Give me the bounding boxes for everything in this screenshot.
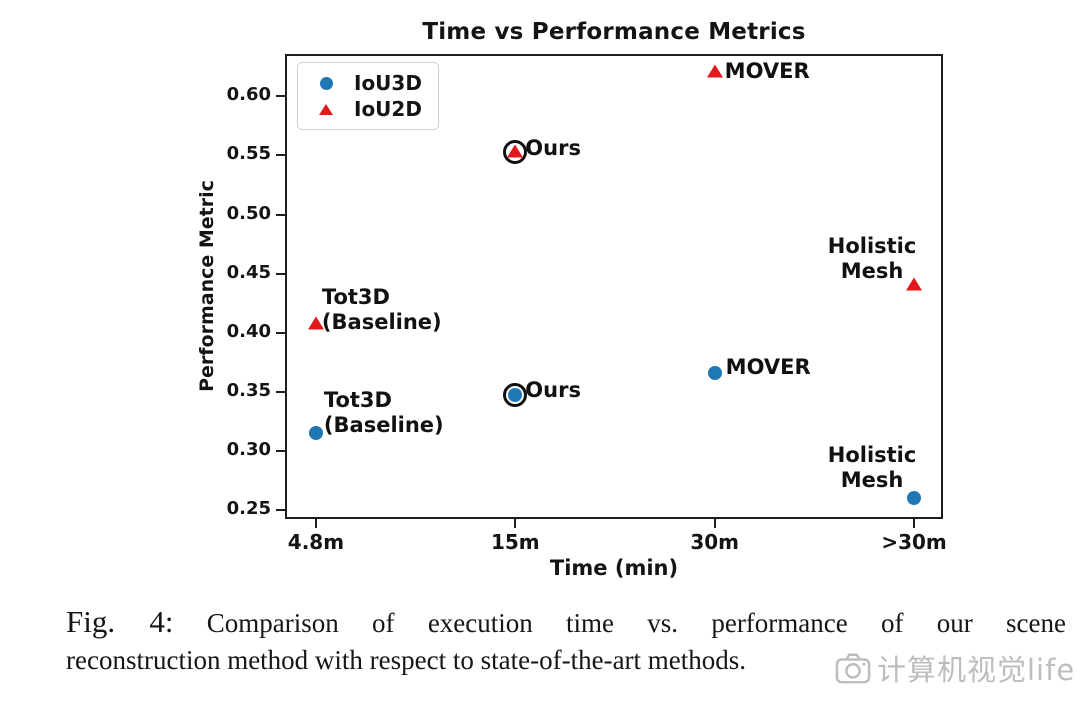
point-label: Tot3D (Baseline) bbox=[321, 285, 442, 335]
figure-caption: Fig. 4: Comparison of execution time vs.… bbox=[66, 604, 1066, 678]
point-label: Ours bbox=[525, 135, 581, 160]
legend: IoU3D IoU2D bbox=[297, 62, 439, 130]
y-tick-mark bbox=[276, 508, 285, 511]
y-tick-mark bbox=[276, 390, 285, 393]
legend-item-iou2d: IoU2D bbox=[306, 96, 422, 122]
point-label: Holistic Mesh bbox=[827, 234, 917, 284]
highlight-ring bbox=[503, 139, 528, 164]
figure-number: Fig. 4: bbox=[66, 604, 174, 639]
data-point-triangle bbox=[906, 277, 923, 291]
x-tick-mark bbox=[713, 519, 716, 528]
x-tick-label: 15m bbox=[490, 530, 540, 554]
y-tick-mark bbox=[276, 154, 285, 157]
y-tick-mark bbox=[276, 213, 285, 216]
y-tick-mark bbox=[276, 272, 285, 275]
data-point-triangle bbox=[307, 316, 324, 330]
legend-circle-icon bbox=[319, 76, 333, 90]
data-point-circle bbox=[508, 388, 523, 403]
data-point-circle bbox=[707, 365, 722, 380]
plot-area: IoU3D IoU2D Tot3D (Baseline) Ours MOVER Holi… bbox=[285, 54, 943, 519]
y-tick-label: 0.40 bbox=[226, 320, 271, 342]
y-tick-label: 0.60 bbox=[226, 84, 271, 106]
legend-marker-cell bbox=[306, 76, 346, 90]
x-tick-label: >30m bbox=[881, 530, 947, 554]
point-label: MOVER bbox=[724, 58, 810, 83]
caption-text-1: Comparison of execution time vs. perform… bbox=[206, 608, 1067, 638]
legend-item-iou3d: IoU3D bbox=[306, 70, 422, 96]
point-label: Tot3D (Baseline) bbox=[323, 387, 444, 437]
data-point-triangle bbox=[706, 64, 723, 78]
x-tick-label: 30m bbox=[690, 530, 739, 554]
y-tick-mark bbox=[276, 449, 285, 452]
y-tick-label: 0.35 bbox=[226, 379, 271, 401]
x-tick-mark bbox=[314, 519, 317, 528]
legend-label: IoU3D bbox=[354, 71, 422, 95]
highlight-ring bbox=[503, 383, 528, 408]
x-tick-label: 4.8m bbox=[287, 530, 345, 554]
caption-line-1: Fig. 4: Comparison of execution time vs.… bbox=[66, 604, 1066, 641]
x-axis-label: Time (min) bbox=[549, 556, 679, 580]
legend-label: IoU2D bbox=[354, 97, 422, 121]
y-tick-label: 0.25 bbox=[226, 497, 271, 519]
x-tick-mark bbox=[913, 519, 916, 528]
data-point-circle bbox=[907, 490, 922, 505]
y-tick-label: 0.50 bbox=[226, 202, 271, 224]
y-tick-mark bbox=[276, 331, 285, 334]
data-point-triangle bbox=[507, 144, 524, 158]
caption-line-2: reconstruction method with respect to st… bbox=[66, 645, 747, 675]
y-tick-label: 0.45 bbox=[226, 261, 271, 283]
y-tick-label: 0.30 bbox=[226, 438, 271, 460]
point-label: Holistic Mesh bbox=[827, 442, 917, 492]
y-tick-mark bbox=[276, 95, 285, 98]
x-tick-mark bbox=[514, 519, 517, 528]
point-label: Ours bbox=[525, 378, 581, 403]
y-tick-label: 0.55 bbox=[226, 143, 271, 165]
data-point-circle bbox=[308, 425, 323, 440]
legend-triangle-icon bbox=[319, 103, 333, 115]
legend-marker-cell bbox=[306, 103, 346, 115]
point-label: MOVER bbox=[725, 354, 811, 379]
chart-title: Time vs Performance Metrics bbox=[422, 19, 806, 45]
